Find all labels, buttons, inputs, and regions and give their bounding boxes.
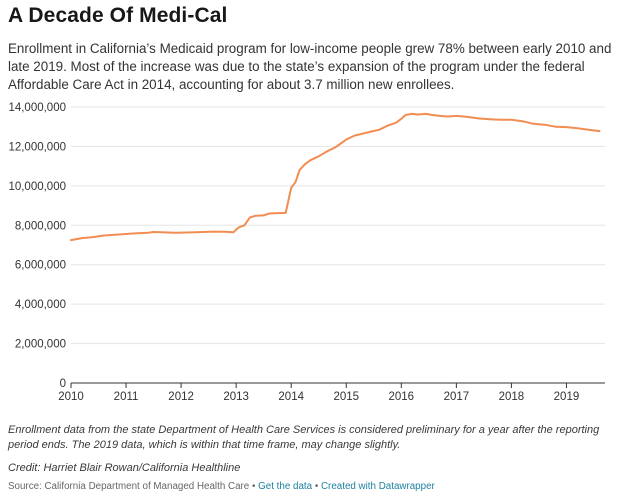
y-tick-label: 10,000,000 [8, 181, 66, 193]
y-tick-label: 2,000,000 [15, 339, 66, 351]
source-text: Source: California Department of Managed… [8, 481, 250, 492]
chart-note: Enrollment data from the state Departmen… [8, 424, 600, 451]
y-tick-label: 14,000,000 [8, 102, 66, 114]
source-separator: • [314, 481, 319, 492]
x-tick-label: 2018 [499, 391, 525, 403]
chart-description: Enrollment in California’s Medicaid prog… [8, 41, 612, 92]
chart-title: A Decade Of Medi-Cal [8, 4, 228, 27]
chart-credit: Credit: Harriet Blair Rowan/California H… [8, 462, 241, 474]
y-tick-label: 8,000,000 [15, 220, 66, 232]
x-tick-label: 2012 [168, 391, 194, 403]
y-tick-label: 4,000,000 [15, 299, 66, 311]
x-tick-label: 2010 [58, 391, 84, 403]
get-the-data-link[interactable]: Get the data [258, 481, 313, 492]
y-tick-label: 0 [60, 378, 66, 390]
x-tick-label: 2014 [278, 391, 304, 403]
line-chart: 0 2,000,000 4,000,000 6,000,000 8,000,000 10,… [8, 102, 605, 403]
source-line: Source: California Department of Managed… [8, 481, 435, 492]
x-tick-label: 2011 [114, 391, 139, 403]
x-tick-label: 2019 [554, 391, 580, 403]
datawrapper-link[interactable]: Created with Datawrapper [320, 481, 435, 492]
x-tick-label: 2015 [333, 391, 359, 403]
x-tick-label: 2013 [223, 391, 249, 403]
x-tick-label: 2016 [389, 391, 415, 403]
y-tick-label: 6,000,000 [15, 260, 66, 272]
source-separator: • [251, 481, 256, 492]
x-tick-label: 2017 [444, 391, 470, 403]
enrollment-line [70, 112, 601, 242]
y-tick-label: 12,000,000 [8, 141, 66, 153]
